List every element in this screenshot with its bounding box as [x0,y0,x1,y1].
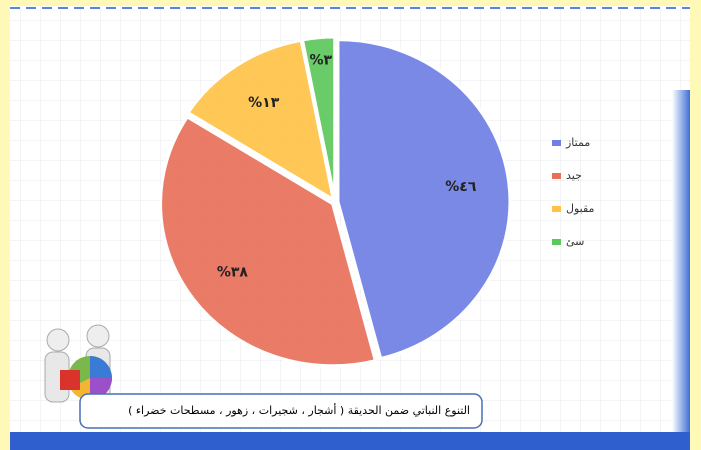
slide: التنوع النباتي ضمن الحديقة ( أشجار ، شجي… [0,0,701,450]
chart: التنوع النباتي ضمن الحديقة ( أشجار ، شجي… [0,0,701,450]
slice-label: %٣٨ [217,264,249,280]
legend-swatch [552,239,561,245]
side-band [672,90,690,442]
legend-label: جيد [566,169,582,182]
legend-swatch [552,173,561,179]
legend-label: مقبول [566,202,595,215]
caption: التنوع النباتي ضمن الحديقة ( أشجار ، شجي… [128,403,470,417]
legend-label: ممتاز [565,136,590,149]
slice-label: %٤٦ [445,179,477,195]
bottom-band [10,432,690,450]
legend-label: سئ [566,235,584,248]
legend-swatch [552,140,561,146]
slice-label: %٣ [310,52,333,68]
legend-swatch [552,206,561,212]
slice-label: %١٣ [248,95,280,111]
